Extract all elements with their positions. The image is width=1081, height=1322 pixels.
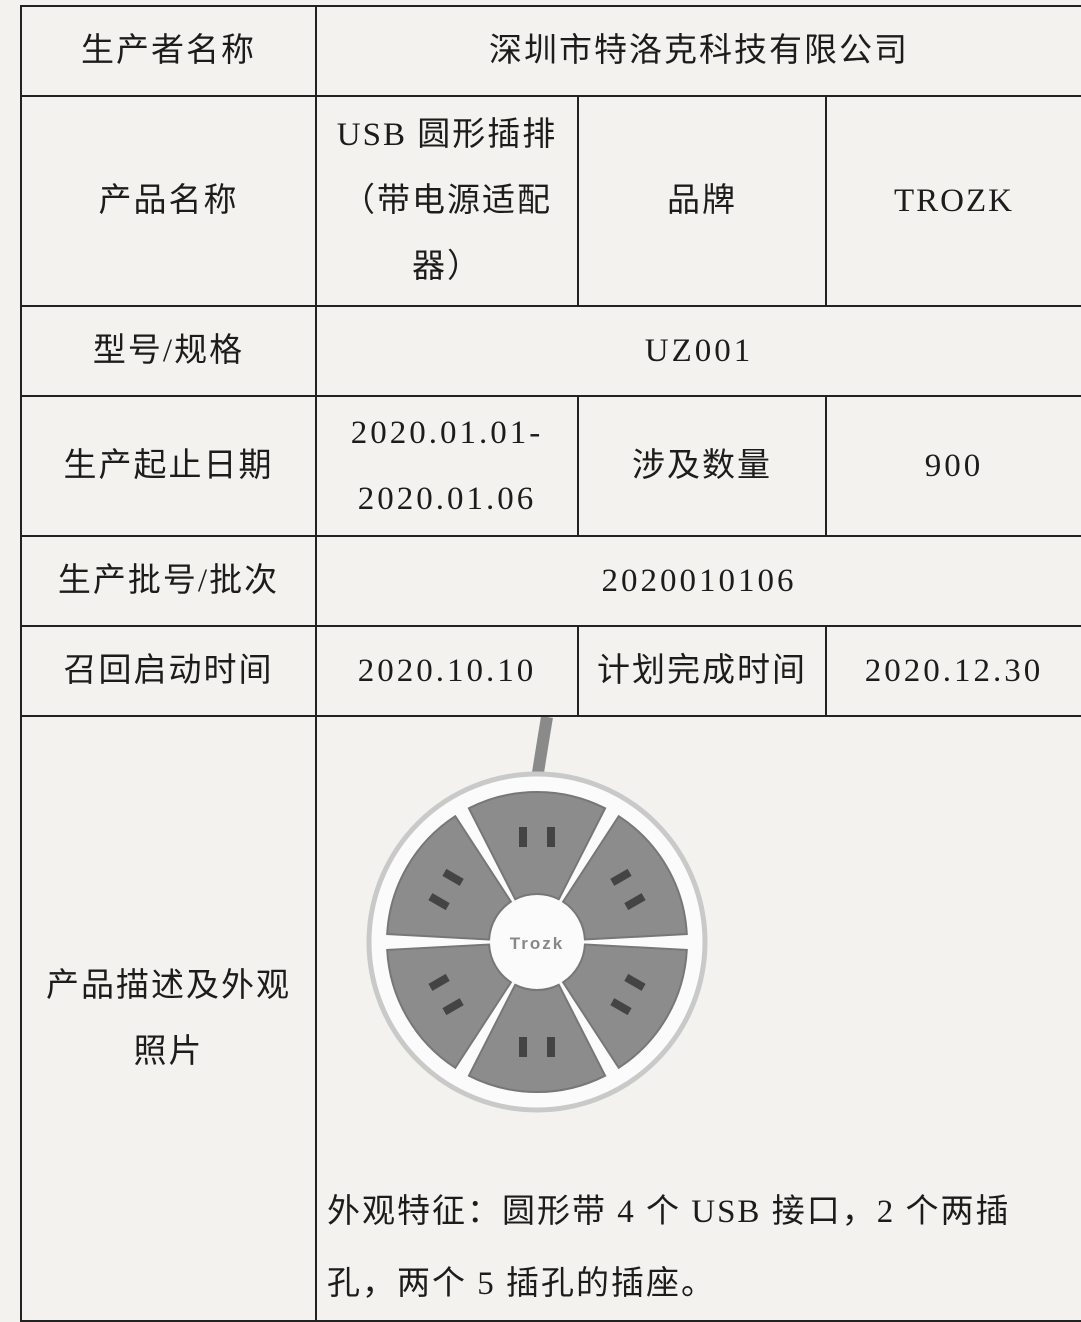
socket-hole (547, 827, 555, 847)
value-cell: TROZK (825, 95, 1081, 307)
label-cell: 计划完成时间 (577, 625, 827, 717)
label-cell: 涉及数量 (577, 395, 827, 537)
socket-hole (519, 1037, 527, 1057)
row: 型号/规格 UZ001 (20, 305, 1081, 397)
socket-hole (610, 998, 632, 1016)
row: 生产者名称 深圳市特洛克科技有限公司 (20, 5, 1081, 97)
socket-hole (428, 973, 450, 991)
socket (467, 790, 607, 901)
socket-hole (547, 1037, 555, 1057)
photo-cell: Trozk 外观特征：圆形带 4 个 USB 接口，2 个两插孔，两个 5 插孔… (315, 715, 1081, 1322)
value-cell: UZ001 (315, 305, 1081, 397)
socket-hole (624, 973, 646, 991)
hub (497, 902, 577, 982)
value-cell: 900 (825, 395, 1081, 537)
value-cell: 2020.10.10 (315, 625, 579, 717)
value-cell: 2020.12.30 (825, 625, 1081, 717)
socket-hole (519, 827, 527, 847)
sockets (386, 790, 688, 1094)
row: 产品名称 USB 圆形插排（带电源适配器） 品牌 TROZK (20, 95, 1081, 307)
label-cell: 产品名称 (20, 95, 317, 307)
socket-hole (442, 868, 464, 886)
label-cell: 生产者名称 (20, 5, 317, 97)
row: 生产批号/批次 2020010106 (20, 535, 1081, 627)
label-cell: 型号/规格 (20, 305, 317, 397)
value-cell: 2020010106 (315, 535, 1081, 627)
recall-table: 生产者名称 深圳市特洛克科技有限公司 产品名称 USB 圆形插排（带电源适配器）… (20, 5, 1081, 1322)
label-cell: 产品描述及外观照片 (20, 715, 317, 1322)
brand-logo: Trozk (510, 934, 564, 953)
value-cell: 深圳市特洛克科技有限公司 (315, 5, 1081, 97)
socket (467, 983, 607, 1094)
socket-hole (610, 868, 632, 886)
label-cell: 品牌 (577, 95, 827, 307)
description: 外观特征：圆形带 4 个 USB 接口，2 个两插孔，两个 5 插孔的插座。 (327, 1194, 1011, 1302)
cord (531, 716, 553, 780)
socket-hole (442, 998, 464, 1016)
value-cell: 2020.01.01-2020.01.06 (315, 395, 579, 537)
row: 产品描述及外观照片 Trozk 外观特征：圆形带 4 个 USB 接口，2 个两… (20, 715, 1081, 1322)
row: 召回启动时间 2020.10.10 计划完成时间 2020.12.30 (20, 625, 1081, 717)
product-photo: Trozk (366, 716, 708, 1113)
socket-hole (624, 893, 646, 911)
label-cell: 召回启动时间 (20, 625, 317, 717)
label-cell: 生产起止日期 (20, 395, 317, 537)
label-cell: 生产批号/批次 (20, 535, 317, 627)
value-cell: USB 圆形插排（带电源适配器） (315, 95, 579, 307)
socket-hole (428, 893, 450, 911)
row: 生产起止日期 2020.01.01-2020.01.06 涉及数量 900 (20, 395, 1081, 537)
